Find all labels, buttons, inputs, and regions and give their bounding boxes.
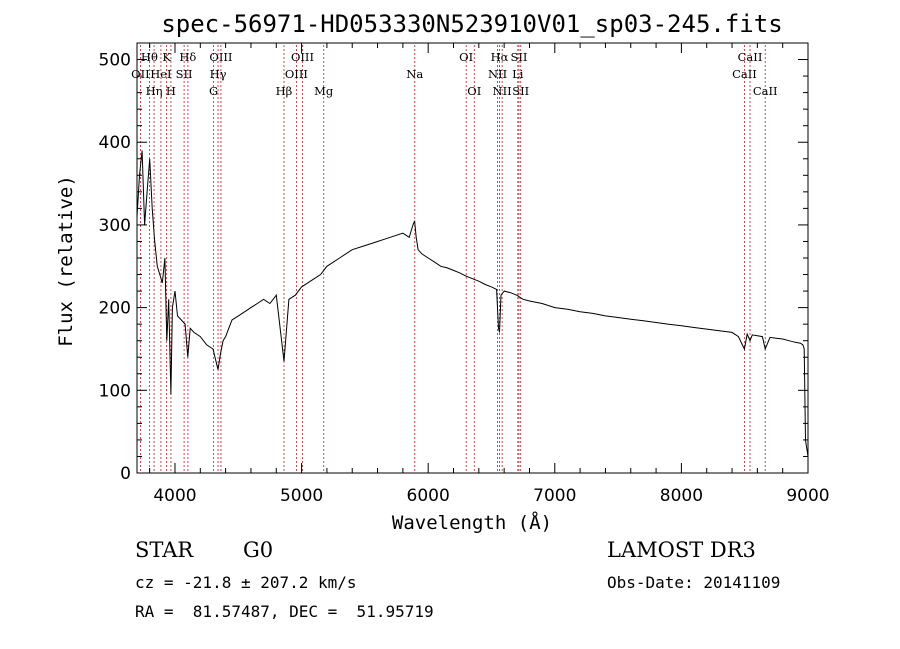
line-label-3: HeI xyxy=(150,67,171,81)
line-label-24: CaII xyxy=(732,67,757,81)
x-tick-label-5: 9000 xyxy=(786,486,829,506)
line-label-15: Na xyxy=(406,67,423,81)
y-axis-ticks: 0 100 200 300 400 500 xyxy=(99,51,808,484)
y-tick-label-1: 100 xyxy=(99,381,131,401)
x-tick-label-3: 7000 xyxy=(533,486,576,506)
y-tick-label-4: 400 xyxy=(99,133,131,153)
y-tick-label-0: 0 xyxy=(120,464,131,484)
y-tick-label-3: 300 xyxy=(99,216,131,236)
line-label-25: CaII xyxy=(738,50,763,64)
plot-frame xyxy=(136,42,809,474)
line-label-2: Hη xyxy=(146,84,163,98)
x-tick-label-2: 6000 xyxy=(407,486,450,506)
redshift-velocity: cz = -21.8 ± 207.2 km/s xyxy=(135,573,357,592)
line-label-5: H xyxy=(166,84,176,98)
line-label-17: OI xyxy=(467,84,481,98)
observation-date: Obs-Date: 20141109 xyxy=(607,573,781,592)
x-axis-title: Wavelength (Å) xyxy=(392,511,552,534)
spectrum-line xyxy=(136,150,809,457)
line-label-11: Hβ xyxy=(276,84,293,98)
line-label-20: NII xyxy=(493,84,512,98)
line-label-19: Hα xyxy=(491,50,509,64)
x-axis-ticks: 4000 5000 6000 7000 8000 9000 xyxy=(149,43,830,506)
y-axis-title: Flux (relative) xyxy=(55,175,77,347)
line-label-8: G xyxy=(209,84,218,98)
x-tick-label-1: 5000 xyxy=(280,486,323,506)
line-label-6: SII xyxy=(176,67,193,81)
line-label-0: OII xyxy=(131,67,150,81)
y-tick-label-2: 200 xyxy=(99,299,131,319)
line-label-12: OIII xyxy=(285,67,308,81)
line-label-23: SII xyxy=(512,84,529,98)
spectral-line-labels: OIIHθHηHeIKHSIIHδGHγOIIIHβOIIIOIIIMgNaOI… xyxy=(131,50,777,98)
line-label-21: Li xyxy=(512,67,524,81)
line-label-7: Hδ xyxy=(179,50,196,64)
chart-title: spec-56971-HD053330N523910V01_sp03-245.f… xyxy=(161,10,782,38)
object-subclass: G0 xyxy=(243,538,274,562)
object-class: STAR xyxy=(135,538,194,562)
coordinates: RA = 81.57487, DEC = 51.95719 xyxy=(135,602,434,621)
x-tick-label-4: 8000 xyxy=(660,486,703,506)
line-label-16: OI xyxy=(459,50,473,64)
line-label-13: OIII xyxy=(291,50,314,64)
line-label-1: Hθ xyxy=(141,50,158,64)
survey-name: LAMOST DR3 xyxy=(607,538,756,562)
y-tick-label-5: 500 xyxy=(99,51,131,71)
spectral-line-markers xyxy=(140,45,766,473)
line-label-14: Mg xyxy=(314,84,334,98)
line-label-26: CaII xyxy=(753,84,778,98)
x-tick-label-0: 4000 xyxy=(153,486,196,506)
line-label-10: OIII xyxy=(209,50,232,64)
line-label-9: Hγ xyxy=(210,67,227,81)
line-label-18: NII xyxy=(488,67,507,81)
line-label-22: SII xyxy=(510,50,527,64)
line-label-4: K xyxy=(162,50,171,64)
